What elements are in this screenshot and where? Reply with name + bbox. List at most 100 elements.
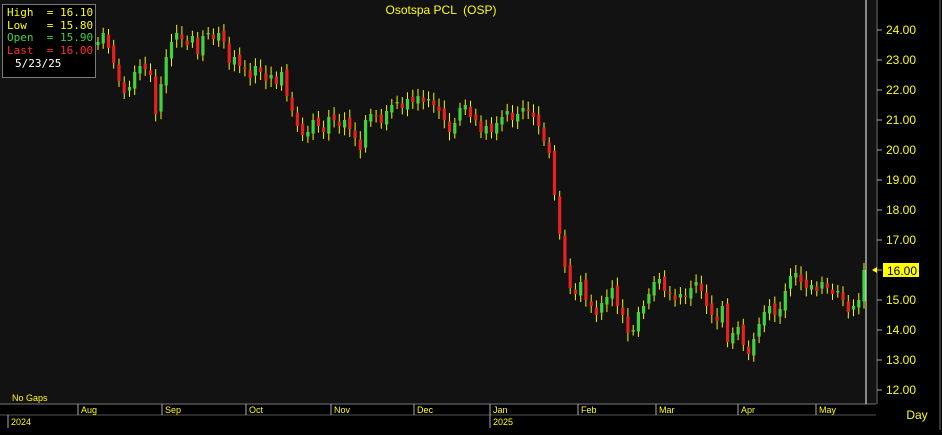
candle-up [327, 117, 331, 134]
candle-up [820, 282, 824, 289]
candle-up [369, 114, 373, 122]
ohlc-high-row: High = 16.10 [7, 6, 94, 19]
ohlc-low-value: 15.80 [60, 18, 94, 32]
y-tick-label: 20.00 [886, 143, 916, 157]
candle-down [846, 301, 850, 312]
candle-down [537, 114, 541, 126]
candle-down [337, 121, 341, 126]
candle-down [542, 127, 546, 141]
candle-up [851, 306, 856, 310]
candle-down [432, 100, 436, 105]
candle-up [694, 282, 698, 286]
candle-down [804, 279, 808, 288]
candle-up [405, 99, 410, 110]
candle-up [809, 285, 814, 290]
y-tick-label: 24.00 [886, 23, 916, 37]
candle-down [799, 274, 803, 282]
candle-down [322, 127, 326, 132]
candle-down [185, 40, 189, 45]
candle-down [154, 76, 158, 114]
candle-up [768, 306, 772, 314]
candle-up [280, 72, 284, 86]
candle-up [731, 333, 735, 344]
candle-up [495, 123, 499, 134]
candle-up [689, 288, 693, 299]
x-month-label: Dec [417, 405, 434, 415]
candle-up [395, 102, 399, 104]
y-tick-label: 13.00 [886, 353, 916, 367]
candle-up [306, 132, 310, 137]
candle-down [663, 276, 667, 291]
ohlc-low-row: Low = 15.80 [7, 18, 94, 32]
candle-down [374, 115, 378, 117]
candle-down [621, 307, 625, 315]
candle-down [358, 139, 362, 150]
ohlc-last-value: 16.00 [60, 43, 94, 57]
candle-up [757, 324, 761, 337]
candle-down [584, 279, 588, 300]
candle-down [442, 108, 446, 120]
x-month-label: Jan [493, 405, 508, 415]
candle-down [710, 303, 714, 315]
candle-up [311, 120, 315, 134]
candle-down [715, 316, 719, 321]
x-month-label: Sep [165, 405, 181, 415]
candle-down [316, 117, 320, 126]
chart-title: Osotspa PCL (OSP) [386, 3, 497, 17]
candle-down [741, 324, 745, 345]
candle-down [474, 114, 478, 120]
candle-down [117, 64, 121, 81]
candle-down [437, 106, 441, 111]
ohlc-open-value: 15.90 [60, 31, 94, 44]
candle-up [579, 282, 583, 296]
candle-down [841, 292, 845, 300]
candle-up [500, 117, 504, 125]
candle-down [830, 289, 835, 294]
candle-down [264, 73, 268, 81]
candle-up [788, 276, 793, 289]
ohlc-last-row: Last = 16.00 [7, 43, 94, 57]
y-tick-label: 15.00 [886, 293, 916, 307]
x-year-label: 2025 [493, 417, 513, 427]
candle-up [778, 309, 782, 317]
candle-down [531, 112, 536, 117]
candle-up [631, 330, 635, 332]
last-price-tag: 16.00 [872, 263, 919, 278]
price-tag-arrow [872, 267, 877, 273]
candle-up [127, 87, 132, 91]
candle-up [605, 297, 609, 305]
candle-up [783, 291, 787, 311]
candle-down [589, 301, 593, 306]
candle-down [332, 114, 336, 120]
y-tick-label: 12.00 [886, 383, 916, 397]
candle-up [647, 294, 651, 304]
candle-down [726, 303, 730, 342]
candle-up [96, 42, 100, 45]
candle-up [217, 33, 221, 41]
time-axis-background [0, 404, 876, 430]
y-tick-label: 22.00 [886, 83, 916, 97]
candle-down [552, 150, 557, 195]
x-month-label: Aug [81, 405, 97, 415]
candle-down [243, 67, 247, 69]
candle-up [343, 120, 347, 128]
candle-down [510, 112, 515, 120]
candle-down [563, 235, 567, 267]
candle-up [736, 327, 740, 335]
ohlc-high-label: High [7, 6, 34, 19]
y-tick-label: 17.00 [886, 233, 916, 247]
candle-up [657, 279, 661, 284]
candle-down [699, 283, 703, 291]
candlestick-series [96, 24, 866, 362]
candle-up [426, 99, 431, 101]
candle-down [421, 97, 425, 102]
candle-down [238, 54, 242, 66]
no-gaps-label: No Gaps [12, 393, 48, 403]
x-month-label: Oct [249, 405, 264, 415]
ohlc-open-label: Open [7, 31, 34, 44]
candle-up [416, 96, 420, 104]
candle-up [652, 282, 656, 296]
candle-down [705, 292, 709, 306]
candle-up [385, 111, 389, 125]
